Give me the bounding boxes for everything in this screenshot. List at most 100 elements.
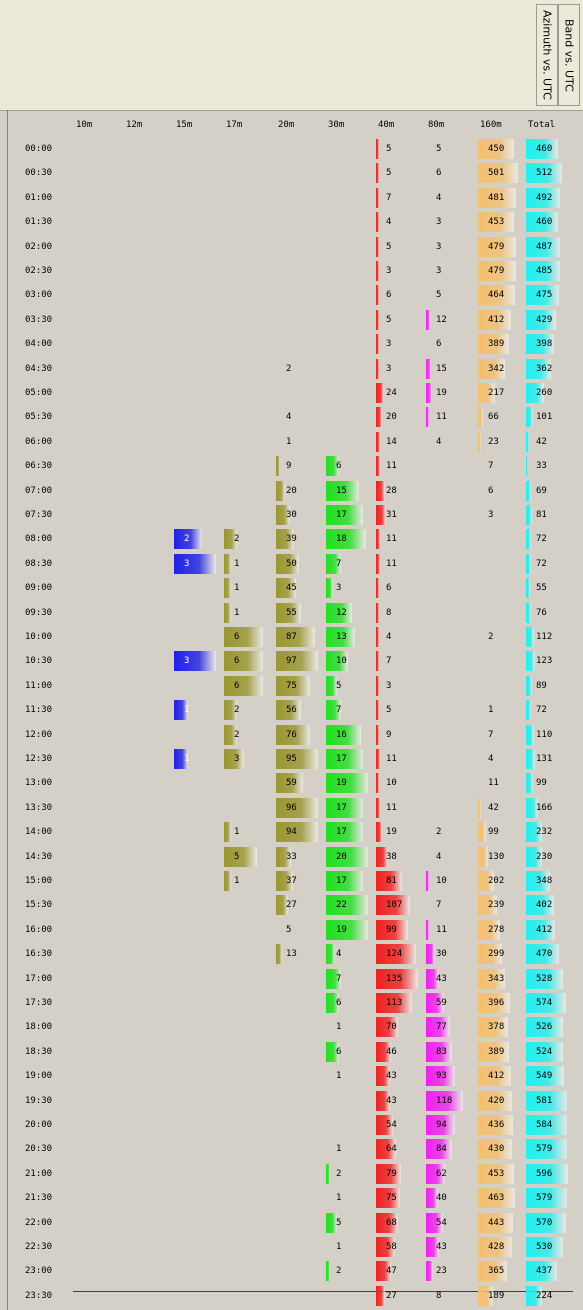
bar-17m	[224, 822, 231, 843]
bar-160m	[478, 383, 496, 403]
cell-value-80m: 7	[436, 900, 442, 911]
cell-value-total: 55	[536, 583, 547, 594]
cell-value-40m: 28	[386, 485, 397, 496]
cell-value-total: 402	[536, 900, 553, 911]
cell-value-40m: 135	[386, 973, 403, 984]
bar-20m	[276, 553, 299, 574]
cell-value-80m: 94	[436, 1120, 447, 1130]
cell-value-80m: 5	[436, 144, 442, 154]
bar-20m	[276, 773, 303, 794]
utc-time-label: 13:00	[25, 778, 53, 789]
cell-value-40m: 24	[386, 388, 397, 398]
bar-30m	[326, 1212, 337, 1233]
cell-value-20m: 4	[286, 412, 292, 423]
cell-value-80m: 23	[436, 1266, 447, 1277]
utc-time-label: 20:30	[25, 1144, 53, 1155]
utc-time-label: 21:00	[25, 1168, 53, 1179]
bar-17m	[224, 675, 263, 696]
bar-total	[526, 993, 567, 1013]
bar-total	[526, 1066, 565, 1087]
utc-time-label: 06:00	[25, 436, 53, 447]
bar-30m	[326, 919, 368, 940]
cell-value-80m: 118	[436, 1095, 453, 1106]
bar-40m	[376, 1163, 402, 1184]
bar-80m	[426, 1237, 440, 1257]
cell-value-20m: 2	[286, 363, 292, 374]
cell-value-total: 485	[536, 266, 553, 276]
cell-value-160m: 481	[488, 192, 505, 203]
cell-value-total: 524	[536, 1046, 553, 1057]
bar-160m	[478, 212, 515, 233]
cell-value-160m: 412	[488, 1071, 505, 1082]
bar-160m	[478, 334, 510, 355]
cell-value-160m: 1	[488, 705, 494, 716]
bar-total	[526, 1285, 542, 1306]
bar-total	[526, 1139, 567, 1160]
bar-total	[526, 1188, 567, 1209]
cell-value-20m: 39	[286, 534, 297, 545]
cell-value-40m: 81	[386, 876, 397, 886]
cell-value-17m: 3	[234, 754, 240, 764]
cell-value-40m: 79	[386, 1168, 397, 1179]
tab-azimuth-vs-utc[interactable]: Azimuth vs. UTC	[536, 4, 558, 106]
cell-value-40m: 11	[386, 461, 397, 472]
bar-40m	[376, 1017, 399, 1038]
cell-value-160m: 3	[488, 510, 494, 520]
bar-40m	[376, 261, 379, 281]
cell-value-160m: 365	[488, 1266, 505, 1277]
cell-value-20m: 76	[286, 729, 297, 740]
bar-80m	[426, 1090, 463, 1111]
bar-160m	[478, 431, 481, 452]
bar-30m	[326, 602, 353, 623]
bar-total	[526, 822, 543, 843]
cell-value-160m: 7	[488, 461, 494, 472]
bar-total	[526, 1017, 563, 1038]
bar-80m	[426, 919, 430, 940]
cell-value-total: 131	[536, 754, 553, 764]
utc-time-label: 18:00	[25, 1022, 53, 1033]
cell-value-80m: 19	[436, 388, 447, 398]
cell-value-160m: 299	[488, 949, 505, 960]
cell-value-80m: 54	[436, 1217, 447, 1228]
bar-40m	[376, 724, 379, 745]
bar-40m	[376, 968, 418, 989]
cell-value-160m: 501	[488, 168, 505, 179]
tab-band-vs-utc[interactable]: Band vs. UTC	[558, 4, 580, 106]
cell-value-160m: 4	[488, 754, 494, 764]
bar-80m	[426, 1017, 450, 1038]
bar-80m	[426, 383, 432, 403]
bar-80m	[426, 1163, 446, 1184]
cell-value-80m: 2	[436, 827, 442, 838]
cell-value-20m: 50	[286, 558, 297, 569]
bar-40m	[376, 407, 383, 428]
bar-30m	[326, 724, 362, 745]
bar-160m	[478, 236, 517, 257]
cell-value-40m: 20	[386, 412, 397, 423]
cell-value-total: 579	[536, 1144, 553, 1155]
cell-value-40m: 31	[386, 510, 397, 520]
cell-value-total: 69	[536, 485, 547, 496]
bar-160m	[478, 1041, 510, 1062]
cell-value-30m: 2	[336, 1266, 342, 1277]
cell-value-40m: 8	[386, 607, 392, 618]
tab-strip: Band vs. UTC Azimuth vs. UTC	[0, 0, 583, 111]
cell-value-40m: 3	[386, 680, 392, 691]
cell-value-160m: 428	[488, 1242, 505, 1252]
cell-value-80m: 5	[436, 290, 442, 301]
bar-40m	[376, 578, 379, 599]
bar-20m	[276, 944, 282, 965]
cell-value-80m: 12	[436, 314, 447, 325]
bar-80m	[426, 1139, 453, 1160]
cell-value-160m: 342	[488, 363, 505, 374]
cell-value-40m: 68	[386, 1217, 397, 1228]
cell-value-40m: 43	[386, 1071, 397, 1082]
bar-40m	[376, 139, 379, 159]
left-border	[7, 110, 8, 1310]
cell-value-40m: 5	[386, 314, 392, 325]
bar-160m	[478, 1066, 511, 1087]
cell-value-80m: 77	[436, 1022, 447, 1033]
cell-value-160m: 11	[488, 778, 499, 789]
bar-40m	[376, 383, 384, 403]
cell-value-160m: 189	[488, 1290, 505, 1301]
cell-value-total: 574	[536, 998, 553, 1008]
